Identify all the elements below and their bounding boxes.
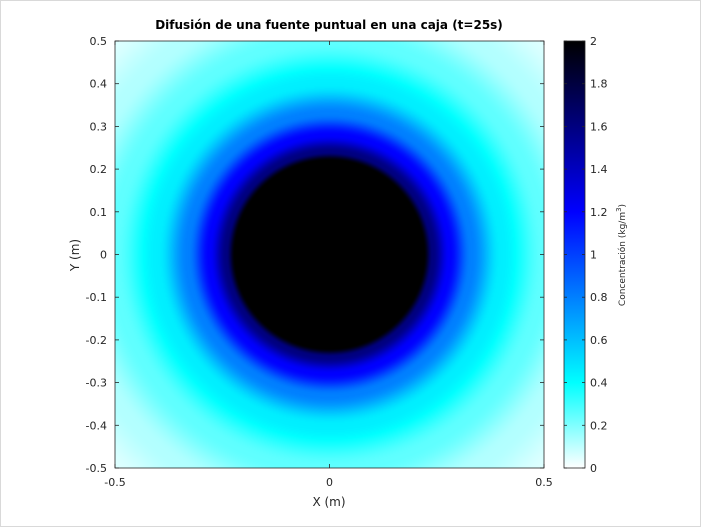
x-tick-label: -0.5	[104, 476, 125, 489]
colorbar-tick-label: 1.2	[590, 206, 608, 219]
colorbar-label: Concentración (kg/m3)	[615, 204, 628, 306]
y-tick-label: 0.5	[90, 35, 108, 48]
y-axis-label: Y (m)	[68, 239, 82, 272]
colorbar-tick-label: 0	[590, 462, 597, 475]
y-ticks: 0.5 0.4 0.3 0.2 0.1 0 -0.1 -0.2 -0.3 -0.4 -0.5	[86, 35, 544, 475]
y-tick-label: -0.2	[86, 334, 107, 347]
x-tick-label: 0	[326, 476, 333, 489]
colorbar-tick-label: 1.6	[590, 120, 608, 133]
colorbar-label-text: Concentración (kg/m	[617, 212, 628, 306]
x-tick-label: 0.5	[535, 476, 553, 489]
y-tick-label: 0	[100, 249, 107, 262]
x-ticks: -0.5 0 0.5	[104, 41, 553, 489]
y-tick-label: -0.5	[86, 462, 107, 475]
chart-title: Difusión de una fuente puntual en una ca…	[155, 18, 503, 32]
y-tick-label: -0.3	[86, 377, 107, 390]
colorbar-label-close: )	[618, 204, 628, 208]
colorbar-tick-label: 0.6	[590, 334, 608, 347]
colorbar-tick-label: 0.2	[590, 419, 608, 432]
colorbar-tick-label: 1.8	[590, 78, 608, 91]
y-tick-label: 0.3	[90, 120, 108, 133]
x-axis-label: X (m)	[312, 495, 345, 509]
y-tick-label: -0.1	[86, 291, 107, 304]
y-tick-label: -0.4	[86, 419, 107, 432]
y-tick-label: 0.2	[90, 163, 108, 176]
y-tick-label: 0.4	[90, 78, 108, 91]
colorbar-tick-label: 0.4	[590, 377, 608, 390]
colorbar	[563, 40, 586, 469]
heatmap	[115, 41, 544, 468]
y-tick-label: 0.1	[90, 206, 108, 219]
colorbar-tick-label: 1	[590, 249, 597, 262]
colorbar-label-superscript: 3	[615, 207, 623, 211]
colorbar-tick-label: 1.4	[590, 163, 608, 176]
colorbar-ticks: 0 0.2 0.4 0.6 0.8 1 1.2 1.4 1.6 1.8 2	[564, 35, 608, 475]
colorbar-tick-label: 0.8	[590, 291, 608, 304]
colorbar-tick-label: 2	[590, 35, 597, 48]
